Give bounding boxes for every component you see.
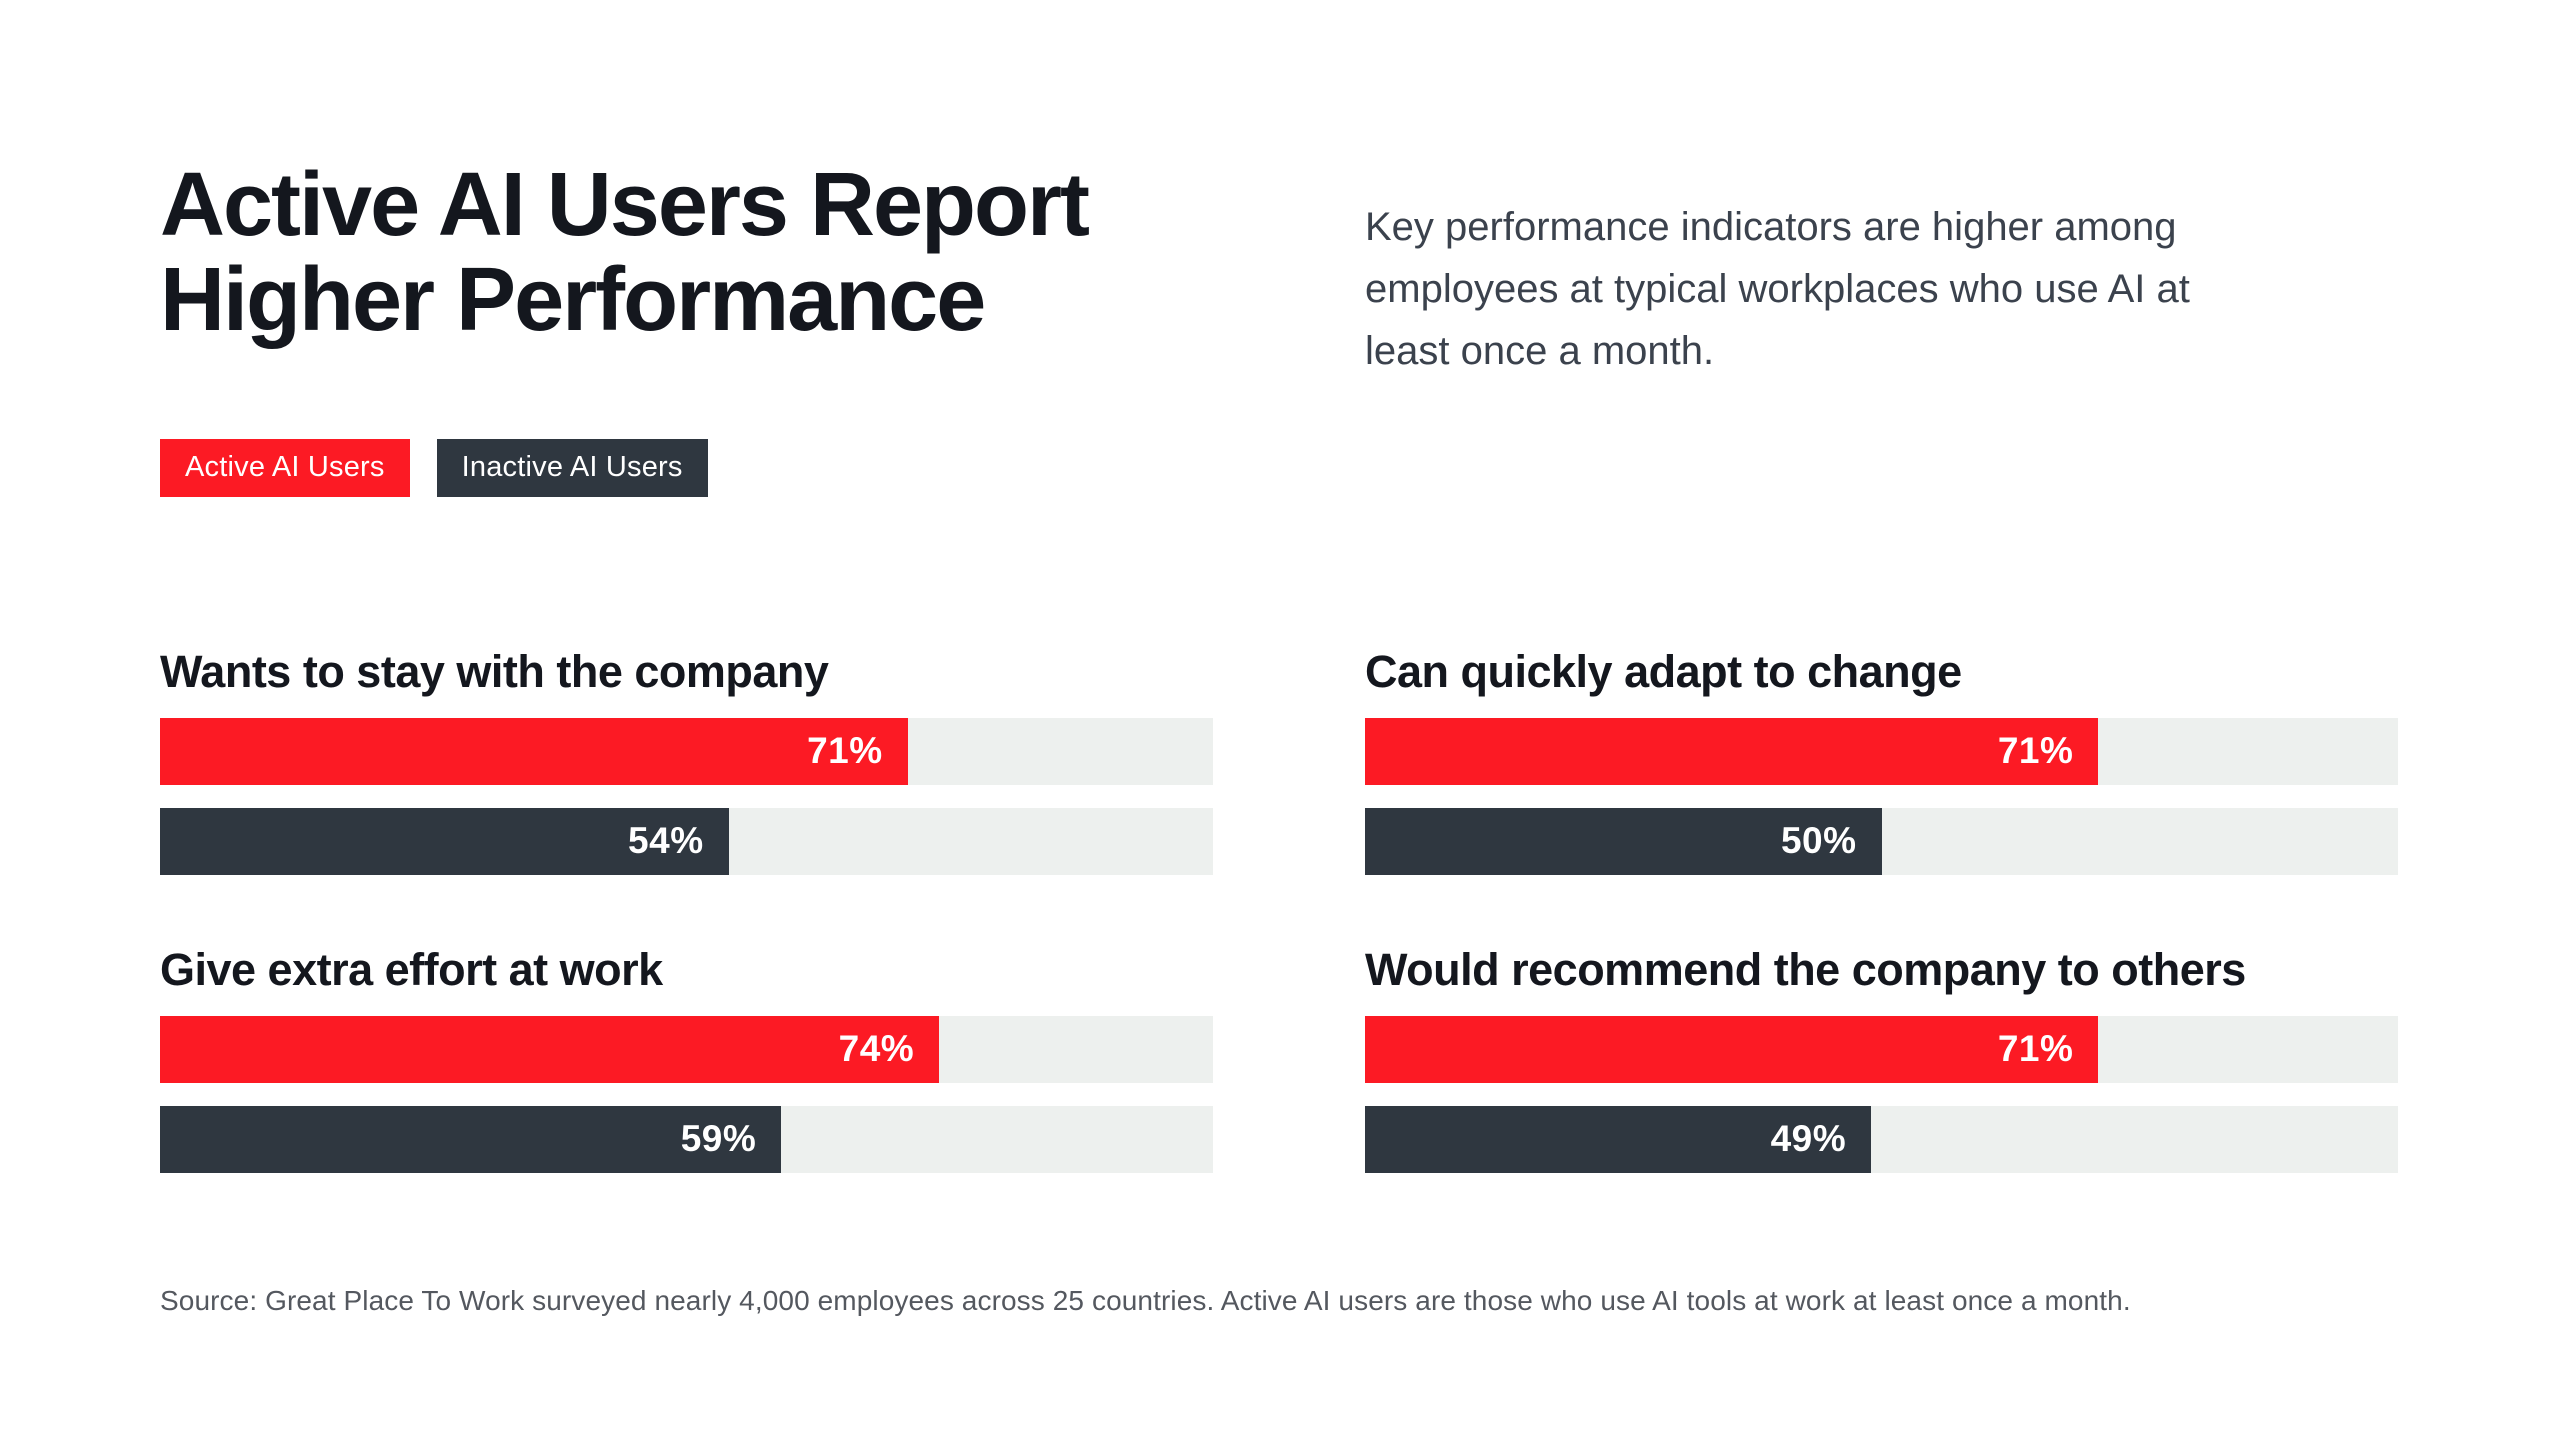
page-title: Active AI Users Report Higher Performanc… [160, 155, 1213, 351]
header-right: Key performance indicators are higher am… [1365, 158, 2398, 497]
section-heading: Can quickly adapt to change [1365, 645, 1962, 697]
bar-value-label: 74% [838, 1028, 915, 1070]
header-left: Active AI Users Report Higher Performanc… [160, 155, 1213, 497]
bar-value-label: 50% [1780, 820, 1857, 862]
bar-value-label: 59% [680, 1118, 757, 1160]
bar-fill-inactive: 49% [1365, 1105, 1872, 1173]
chart-description-line-2: employees at typical workplaces who use … [1365, 267, 2190, 311]
bar-value-label: 71% [807, 730, 883, 772]
chart-description: Key performance indicators are higher am… [1365, 196, 2398, 382]
page-title-line-2: Higher Performance [160, 250, 986, 351]
section-would-recommend: Would recommend the company to others 71… [1365, 943, 2398, 1173]
section-adapt-to-change: Can quickly adapt to change 71% 50% [1365, 645, 2398, 875]
bar-track-active: 71% [160, 717, 1213, 785]
bar-fill-inactive: 54% [160, 807, 729, 875]
bar-fill-inactive: 50% [1365, 807, 1882, 875]
legend-chip-inactive-ai-users: Inactive AI Users [436, 438, 708, 497]
bar-track-inactive: 50% [1365, 807, 2398, 875]
bar-track-active: 71% [1365, 1015, 2398, 1083]
legend-chip-active-ai-users: Active AI Users [160, 438, 410, 497]
bar-track-active: 71% [1365, 717, 2398, 785]
bar-track-active: 74% [160, 1015, 1213, 1083]
bar-track-inactive: 49% [1365, 1105, 2398, 1173]
bar-value-label: 54% [628, 820, 704, 862]
header: Active AI Users Report Higher Performanc… [160, 155, 2560, 497]
section-extra-effort: Give extra effort at work 74% 59% [160, 943, 1213, 1173]
bar-fill-active: 74% [160, 1015, 940, 1083]
section-heading: Wants to stay with the company [160, 645, 829, 697]
bar-value-label: 49% [1770, 1118, 1847, 1160]
chart-description-line-3: least once a month. [1365, 329, 1715, 373]
chart-grid: Wants to stay with the company 71% 54% C… [160, 645, 2560, 1173]
bar-fill-active: 71% [1365, 717, 2099, 785]
page-title-line-1: Active AI Users Report [160, 155, 1090, 255]
bar-value-label: 71% [1997, 730, 2074, 772]
section-wants-to-stay: Wants to stay with the company 71% 54% [160, 645, 1213, 875]
section-heading: Give extra effort at work [160, 943, 663, 995]
bar-track-inactive: 59% [160, 1105, 1213, 1173]
chart-description-line-1: Key performance indicators are higher am… [1365, 205, 2177, 249]
bar-fill-inactive: 59% [160, 1105, 782, 1173]
bar-fill-active: 71% [160, 717, 908, 785]
legend: Active AI Users Inactive AI Users [160, 438, 1213, 497]
bar-fill-active: 71% [1365, 1015, 2099, 1083]
bar-value-label: 71% [1997, 1028, 2074, 1070]
bar-track-inactive: 54% [160, 807, 1213, 875]
section-heading: Would recommend the company to others [1365, 943, 2246, 995]
source-note: Source: Great Place To Work surveyed nea… [160, 1284, 2131, 1316]
